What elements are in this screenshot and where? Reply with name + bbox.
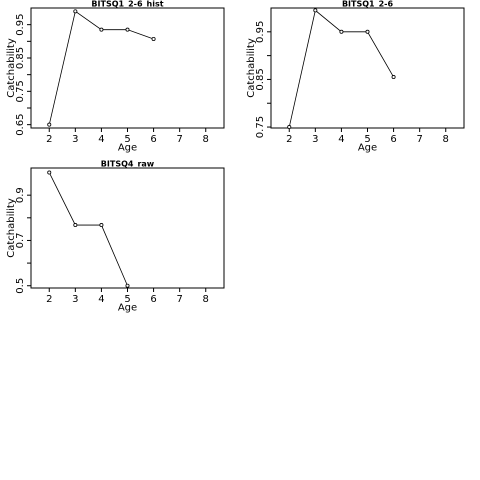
data-point: [125, 27, 130, 32]
chart-title: BITSQ4_raw: [101, 160, 155, 169]
x-tick-label: 3: [72, 134, 78, 145]
chart-panel-2: BITSQ1_2-6 2 3 4 5 6 7 8 Age 0.75 0.85 0.95Catchabi…: [246, 0, 465, 154]
data-point: [47, 170, 52, 175]
x-tick-label: 5: [124, 134, 130, 145]
x-tick-label: 7: [416, 134, 422, 145]
series-line: [48, 172, 128, 286]
data-point: [47, 122, 52, 127]
y-tick-label: 0.75: [255, 116, 266, 138]
x-tick-label: 2: [46, 134, 52, 145]
y-axis-label: Catchability: [6, 198, 17, 258]
chart-title: BITSQ1_2-6_hist: [91, 0, 163, 9]
data-point: [287, 125, 292, 130]
y-axis-label: Catchability: [6, 38, 17, 98]
data-point: [125, 283, 130, 288]
y-tick-label: 0.7: [15, 232, 26, 248]
x-tick-label: 7: [176, 294, 182, 305]
data-point: [73, 9, 78, 14]
x-tick-label: 4: [98, 134, 104, 145]
plot-frame: [30, 7, 225, 129]
chart-panel-1: BITSQ1_2-6_hist 2 3 4 5 6 7 8 Age 0.65 0.75 0.85 0.9…: [6, 0, 225, 154]
y-tick-label: 0.95: [255, 21, 266, 43]
x-tick-label: 5: [124, 294, 130, 305]
x-tick-label: 4: [338, 134, 344, 145]
x-tick-label: 6: [150, 134, 156, 145]
x-axis-label: Age: [118, 143, 137, 154]
x-tick-label: 8: [203, 294, 209, 305]
x-axis-label: Age: [118, 303, 137, 314]
y-tick-label: 0.9: [15, 187, 26, 203]
chart-title: BITSQ1_2-6: [342, 0, 394, 9]
y-tick-label: 0.85: [15, 47, 26, 69]
x-tick-label: 6: [390, 134, 396, 145]
x-tick-label: 8: [203, 134, 209, 145]
data-point: [151, 37, 156, 42]
data-point: [99, 27, 104, 32]
y-tick-label: 0.65: [15, 114, 26, 136]
chart-panel-3: BITSQ4_raw 2 3 4 5 6 7 8 Age 0.5 0.7 0.9Catchabilit…: [6, 160, 225, 314]
x-tick-label: 3: [72, 294, 78, 305]
y-tick-label: 0.5: [15, 278, 26, 294]
data-point: [99, 223, 104, 228]
plot-frame: [30, 167, 225, 289]
x-tick-label: 4: [98, 294, 104, 305]
y-tick-label: 0.85: [255, 68, 266, 90]
x-tick-label: 2: [46, 294, 52, 305]
x-axis-label: Age: [358, 143, 377, 154]
x-tick-label: 6: [150, 294, 156, 305]
data-point: [73, 223, 78, 228]
y-tick-label: 0.75: [15, 80, 26, 102]
data-point: [365, 29, 370, 34]
series-line: [288, 9, 394, 128]
data-point: [391, 75, 396, 80]
x-tick-label: 3: [312, 134, 318, 145]
y-axis-label: Catchability: [246, 38, 257, 98]
x-tick-label: 5: [364, 134, 370, 145]
plot-frame: [270, 7, 465, 129]
data-point: [313, 8, 318, 13]
y-tick-label: 0.95: [15, 14, 26, 36]
x-tick-label: 8: [443, 134, 449, 145]
data-point: [339, 29, 344, 34]
x-tick-label: 7: [176, 134, 182, 145]
x-tick-label: 2: [286, 134, 292, 145]
